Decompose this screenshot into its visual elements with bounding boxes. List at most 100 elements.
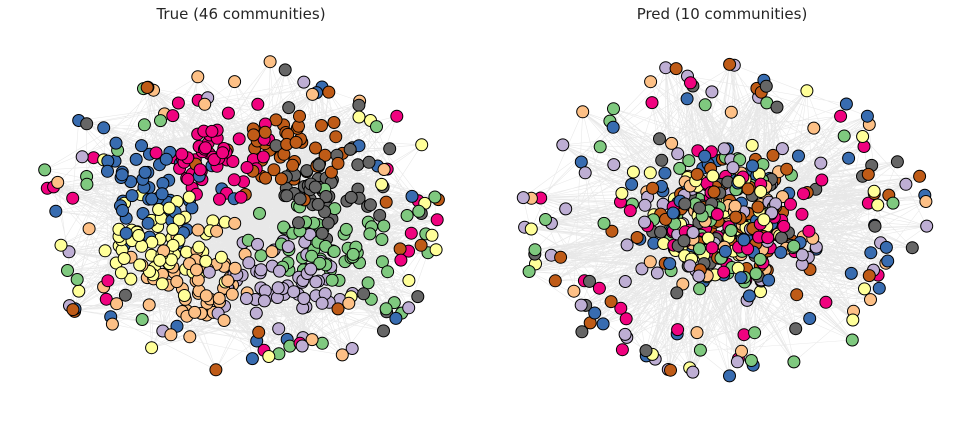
graph-node [724, 224, 738, 237]
graph-node [210, 224, 224, 238]
graph-node [331, 302, 345, 316]
graph-node [272, 322, 286, 336]
graph-node [221, 274, 235, 288]
graph-node [183, 330, 197, 344]
graph-node [72, 284, 86, 298]
graph-node [411, 290, 425, 304]
graph-node [193, 163, 207, 177]
graph-node [654, 225, 668, 239]
graph-node [693, 242, 706, 256]
graph-node [412, 204, 426, 218]
graph-node [137, 118, 151, 132]
graph-node [614, 301, 628, 315]
graph-node [583, 274, 596, 288]
graph-node [188, 305, 202, 319]
graph-node [618, 275, 632, 288]
graph-node [777, 219, 791, 233]
graph-node [258, 125, 272, 139]
graph-node [172, 213, 186, 227]
graph-node [115, 168, 129, 182]
graph-node [105, 317, 119, 331]
graph-node [671, 323, 685, 337]
graph-node [402, 274, 416, 287]
graph-node [175, 147, 189, 161]
graph-node [247, 128, 261, 142]
graph-node [117, 252, 131, 265]
graph-node [199, 289, 213, 303]
graph-node [682, 154, 696, 168]
graph-node [322, 85, 336, 99]
graph-node [724, 105, 738, 119]
graph-node [221, 106, 235, 120]
graph-node [205, 124, 219, 138]
graph-node [630, 231, 644, 244]
graph-node [213, 192, 226, 206]
graph-node [663, 257, 677, 271]
graph-node [292, 216, 305, 230]
graph-node [217, 314, 231, 327]
graph-node [363, 198, 377, 212]
graph-node [54, 238, 68, 252]
graph-node [899, 177, 913, 191]
graph-node [669, 62, 683, 76]
graph-node [125, 189, 139, 203]
graph-node [414, 238, 428, 252]
graph-node [82, 222, 96, 236]
graph-node [280, 189, 294, 203]
graph-node [327, 116, 341, 129]
graph-node [190, 263, 203, 277]
graph-node [759, 79, 773, 93]
graph-node [242, 256, 256, 270]
graph-nodes [516, 57, 934, 383]
graph-node [101, 164, 114, 178]
graph-node [619, 312, 633, 326]
graph-node [797, 187, 810, 201]
graph-node [575, 325, 589, 339]
graph-node [145, 192, 159, 206]
graph-node [705, 85, 719, 99]
graph-node [428, 190, 442, 204]
graph-node [155, 277, 169, 291]
graph-node [278, 63, 292, 77]
graph-node [729, 210, 743, 224]
graph-node [605, 224, 619, 238]
graph-node [757, 213, 771, 227]
true-communities-graph [38, 55, 445, 377]
graph-node [375, 177, 389, 191]
graph-node [228, 261, 242, 275]
graph-node [267, 163, 281, 177]
graph-node [383, 142, 397, 156]
graph-node [670, 286, 684, 300]
graph-node [253, 206, 266, 220]
graph-node [281, 240, 295, 254]
graph-node [741, 182, 755, 196]
graph-node [666, 206, 680, 220]
graph-node [734, 271, 748, 285]
graph-node [331, 156, 345, 170]
graph-node [814, 156, 828, 170]
graph-node [770, 100, 784, 114]
graph-node [596, 317, 610, 331]
graph-node [335, 348, 349, 362]
graph-node [625, 177, 639, 191]
graph-node [177, 289, 191, 302]
graph-node [225, 287, 239, 301]
graph-node [377, 324, 390, 338]
graph-node [311, 197, 325, 211]
graph-node [192, 240, 206, 254]
graph-node [66, 191, 80, 205]
graph-node [312, 158, 326, 172]
graph-node [706, 169, 720, 183]
graph-node [97, 121, 111, 135]
graph-node [138, 165, 152, 179]
graph-node [313, 256, 327, 270]
graph-node [375, 255, 389, 269]
graph-node [425, 228, 439, 242]
graph-node [377, 219, 391, 233]
graph-node [202, 265, 216, 279]
graph-node [802, 224, 816, 238]
graph-node [686, 365, 700, 379]
graph-node [516, 191, 530, 205]
graph-node [182, 190, 196, 204]
graph-node [635, 262, 649, 276]
